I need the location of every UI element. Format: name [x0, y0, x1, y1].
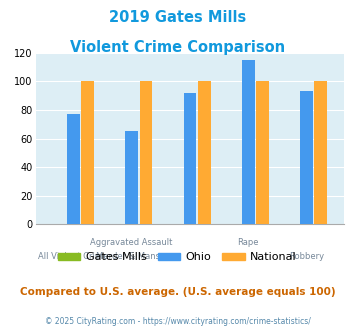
- Text: Aggravated Assault: Aggravated Assault: [91, 238, 173, 247]
- Text: Murder & Mans...: Murder & Mans...: [96, 252, 168, 261]
- Text: Robbery: Robbery: [289, 252, 324, 261]
- Text: All Violent Crime: All Violent Crime: [38, 252, 109, 261]
- Bar: [300, 91, 313, 224]
- Text: Rape: Rape: [237, 238, 259, 247]
- Text: Compared to U.S. average. (U.S. average equals 100): Compared to U.S. average. (U.S. average …: [20, 287, 335, 297]
- Bar: [140, 82, 152, 224]
- Bar: [314, 82, 327, 224]
- Bar: [256, 82, 269, 224]
- Text: Violent Crime Comparison: Violent Crime Comparison: [70, 40, 285, 54]
- Bar: [81, 82, 94, 224]
- Bar: [125, 131, 138, 224]
- Text: 2019 Gates Mills: 2019 Gates Mills: [109, 10, 246, 25]
- Bar: [198, 82, 211, 224]
- Bar: [242, 60, 255, 224]
- Text: © 2025 CityRating.com - https://www.cityrating.com/crime-statistics/: © 2025 CityRating.com - https://www.city…: [45, 317, 310, 326]
- Legend: Gates Mills, Ohio, National: Gates Mills, Ohio, National: [54, 248, 301, 267]
- Bar: [184, 93, 196, 224]
- Bar: [67, 114, 80, 224]
